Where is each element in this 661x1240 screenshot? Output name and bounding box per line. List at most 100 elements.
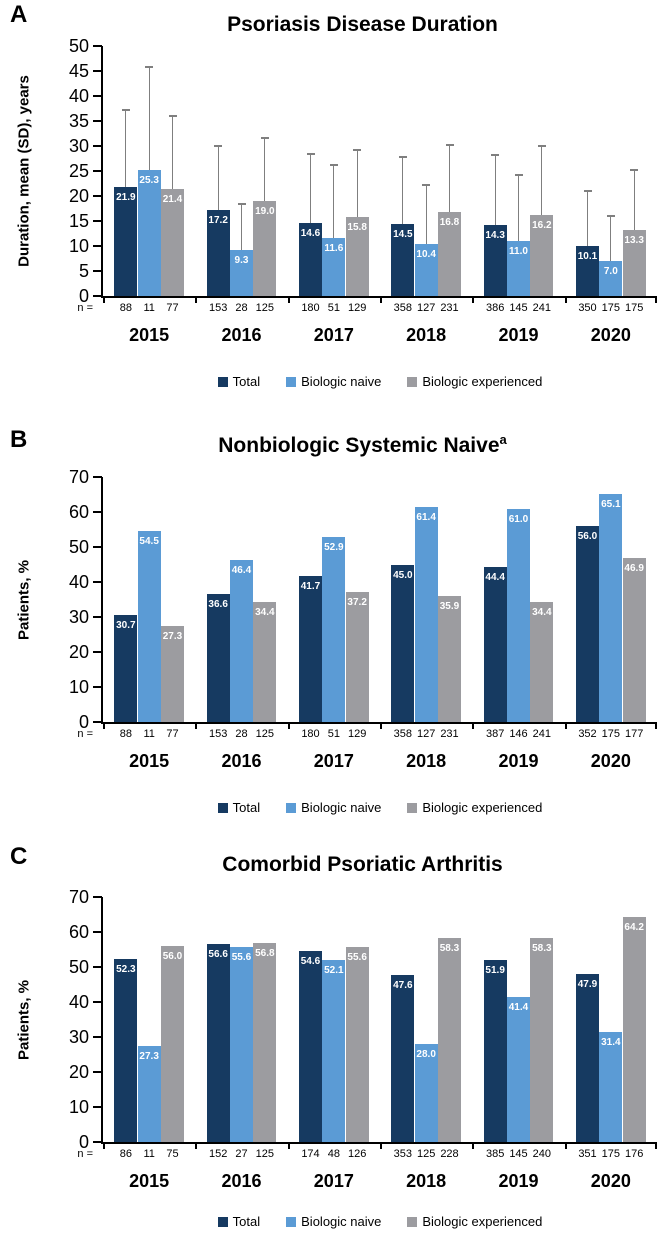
n-value: 88	[119, 302, 132, 314]
plot-area: 0 10 20 30 40 50 60 70 30.7 88 36.6 153 41.7 180 45.0 3…	[69, 467, 657, 771]
bar-2017-total	[298, 950, 323, 1142]
bar-value-label: 31.4	[601, 1037, 621, 1049]
y-axis-tick	[93, 1001, 102, 1003]
bar-2017-biologic-naive	[322, 238, 346, 296]
x-category-label: 2015	[129, 1171, 170, 1191]
bar-2015-biologic-naive	[137, 1046, 161, 1142]
bar-2019-biologic-experienced	[530, 215, 554, 296]
error-bar-cap	[583, 189, 592, 192]
error-bar-line	[333, 164, 335, 238]
n-value: 77	[166, 728, 179, 740]
y-tick-label: 20	[68, 1062, 89, 1082]
x-category-label: 2017	[313, 751, 354, 771]
legend-item-biologic-naive: Biologic naive	[286, 800, 381, 816]
n-value: 125	[255, 1148, 274, 1160]
n-value: 28	[235, 728, 248, 740]
bar-2017-biologic-experienced	[345, 947, 369, 1142]
bar-value-label: 41.4	[508, 1002, 529, 1014]
n-value: 126	[347, 1148, 367, 1160]
y-tick-label: 15	[68, 211, 89, 231]
error-bar-line	[217, 146, 219, 210]
plot-area: 0 5 10 15 20 25 30 35 40 45 50 21.9 88 17.2 153 14.6 180…	[69, 36, 657, 345]
legend-item-biologic-naive: Biologic naive	[286, 1214, 381, 1230]
error-bar-cap	[606, 214, 615, 217]
bar-value-label: 10.1	[577, 250, 598, 262]
error-bar-cap	[168, 115, 177, 117]
n-value: 145	[509, 302, 528, 314]
bar-value-label: 13.3	[624, 234, 644, 246]
error-bar-cap	[445, 143, 454, 146]
error-bar-cap	[145, 66, 154, 68]
error-bar-line	[449, 144, 450, 212]
error-bar-line	[494, 155, 496, 225]
error-bar-line	[633, 170, 635, 230]
bar-value-label: 54.6	[300, 955, 321, 967]
bar-value-label: 34.4	[532, 606, 552, 618]
y-axis-title: Patients, %	[15, 559, 33, 641]
y-axis-tick	[93, 245, 102, 247]
n-value: 145	[509, 1148, 528, 1160]
y-tick-label: 70	[68, 467, 89, 487]
n-value: 175	[601, 728, 620, 740]
bar-2015-biologic-naive	[137, 531, 161, 722]
legend-item-biologic-experienced: Biologic experienced	[407, 1214, 542, 1230]
panel-title-text: Nonbiologic Systemic Naive	[218, 434, 500, 457]
bar-value-label: 56.8	[255, 948, 275, 960]
legend-label: Biologic naive	[301, 1214, 382, 1229]
y-tick-label: 40	[68, 992, 89, 1012]
n-value: 386	[485, 302, 505, 314]
y-axis-tick	[93, 1071, 102, 1073]
bar-2017-biologic-naive	[322, 536, 346, 722]
bar-2019-biologic-naive	[506, 997, 531, 1142]
x-category-label: 2017	[313, 325, 354, 345]
bar-value-label: 61.0	[508, 513, 529, 525]
x-axis-line	[101, 722, 657, 724]
bar-2019-biologic-experienced	[530, 937, 554, 1142]
bar-2018-total	[391, 564, 415, 722]
error-bar-cap	[398, 155, 407, 158]
n-value: 28	[235, 302, 248, 314]
y-axis-tick	[93, 95, 102, 97]
bar-2019-total	[483, 960, 507, 1142]
error-bar-cap	[537, 144, 546, 147]
panel-a: A Psoriasis Disease Duration Duration, m…	[0, 0, 661, 415]
error-bar-line	[125, 109, 127, 187]
x-axis-tick	[103, 296, 105, 303]
bar-2018-total	[391, 223, 415, 296]
n-value: 51	[327, 302, 340, 314]
legend-label: Biologic experienced	[422, 800, 543, 815]
y-tick-label: 40	[68, 86, 89, 106]
x-category-label: 2019	[498, 325, 539, 345]
bar-2016-biologic-naive	[229, 249, 254, 296]
bar-value-label: 35.9	[439, 601, 460, 613]
y-tick-label: 60	[68, 502, 89, 522]
legend-swatch	[407, 1217, 418, 1227]
x-axis-tick	[287, 722, 290, 729]
bar-value-label: 52.3	[116, 963, 136, 975]
legend: Total Biologic naive Biologic experienced	[103, 800, 657, 816]
error-bar-cap	[514, 173, 523, 176]
bar-value-label: 27.3	[139, 1051, 159, 1063]
legend-item-biologic-naive: Biologic naive	[286, 374, 381, 390]
n-value: 27	[235, 1148, 248, 1160]
bar-value-label: 54.5	[139, 536, 159, 548]
x-category-label: 2018	[406, 325, 447, 345]
bar-2016-total	[206, 943, 230, 1142]
legend-label: Biologic naive	[301, 800, 382, 815]
n-value: 48	[327, 1148, 340, 1160]
bar-2018-biologic-experienced	[437, 212, 462, 296]
bar-2020-biologic-naive	[599, 1032, 623, 1142]
error-bar-cap	[353, 149, 362, 151]
n-value: 125	[416, 1148, 436, 1160]
legend: Total Biologic naive Biologic experienced	[103, 374, 657, 390]
bar-2018-biologic-naive	[414, 1044, 438, 1142]
x-axis-line	[101, 1142, 657, 1144]
bar-2015-total	[114, 958, 138, 1142]
legend-label: Total	[232, 374, 261, 389]
bar-2018-biologic-experienced	[437, 596, 462, 722]
x-axis-tick	[103, 722, 105, 729]
x-axis-tick	[655, 1142, 657, 1149]
n-value: 127	[416, 302, 436, 314]
n-value: 153	[208, 302, 228, 314]
